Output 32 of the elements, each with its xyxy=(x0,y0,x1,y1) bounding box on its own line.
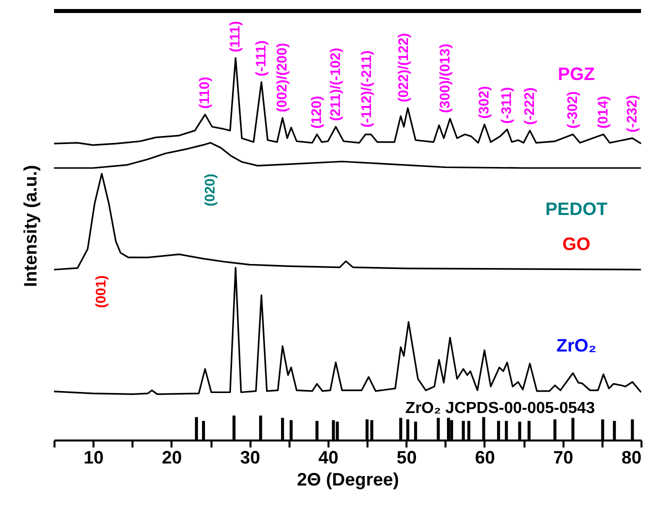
annotation: (-112)/(-211) xyxy=(358,50,374,128)
annotation: (111) xyxy=(226,21,243,52)
annotation: (211)/(-102) xyxy=(326,48,343,122)
annotation: (120) xyxy=(308,96,324,129)
annotation: (-311) xyxy=(498,87,514,124)
x-tick-label: 50 xyxy=(396,448,417,468)
annotation: (001) xyxy=(92,275,109,308)
x-tick-label: 30 xyxy=(240,448,260,468)
annotation: (300)/(013) xyxy=(436,44,452,113)
y-axis-title: Intensity (a.u.) xyxy=(20,164,40,288)
x-tick-label: 70 xyxy=(553,448,574,468)
annotation: (014) xyxy=(594,96,610,129)
annotation: (-302) xyxy=(564,91,580,129)
annotation: (-222) xyxy=(520,87,537,125)
annotation: (-111) xyxy=(252,40,268,76)
series-label: ZrO₂ JCPDS-00-005-0543 xyxy=(405,400,595,417)
annotation: (022)/(122) xyxy=(394,33,411,102)
x-tick-label: 20 xyxy=(162,448,182,468)
annotation: (020) xyxy=(202,174,218,206)
x-tick-label: 60 xyxy=(474,448,495,468)
x-tick-label: 80 xyxy=(621,448,642,468)
text: PGZ xyxy=(558,64,595,84)
annotation: (302) xyxy=(475,86,492,119)
series-label: PEDOT xyxy=(545,199,608,220)
series-label: ZrO₂ xyxy=(556,335,596,356)
x-axis-title: 2Θ (Degree) xyxy=(296,470,400,490)
series-label: GO xyxy=(562,234,590,254)
annotation: (002)/(200) xyxy=(274,42,290,112)
annotation: (-232) xyxy=(623,95,640,132)
x-tick-label: 40 xyxy=(318,448,338,468)
x-tick-label: 10 xyxy=(84,448,104,468)
annotation: (110) xyxy=(196,76,212,109)
